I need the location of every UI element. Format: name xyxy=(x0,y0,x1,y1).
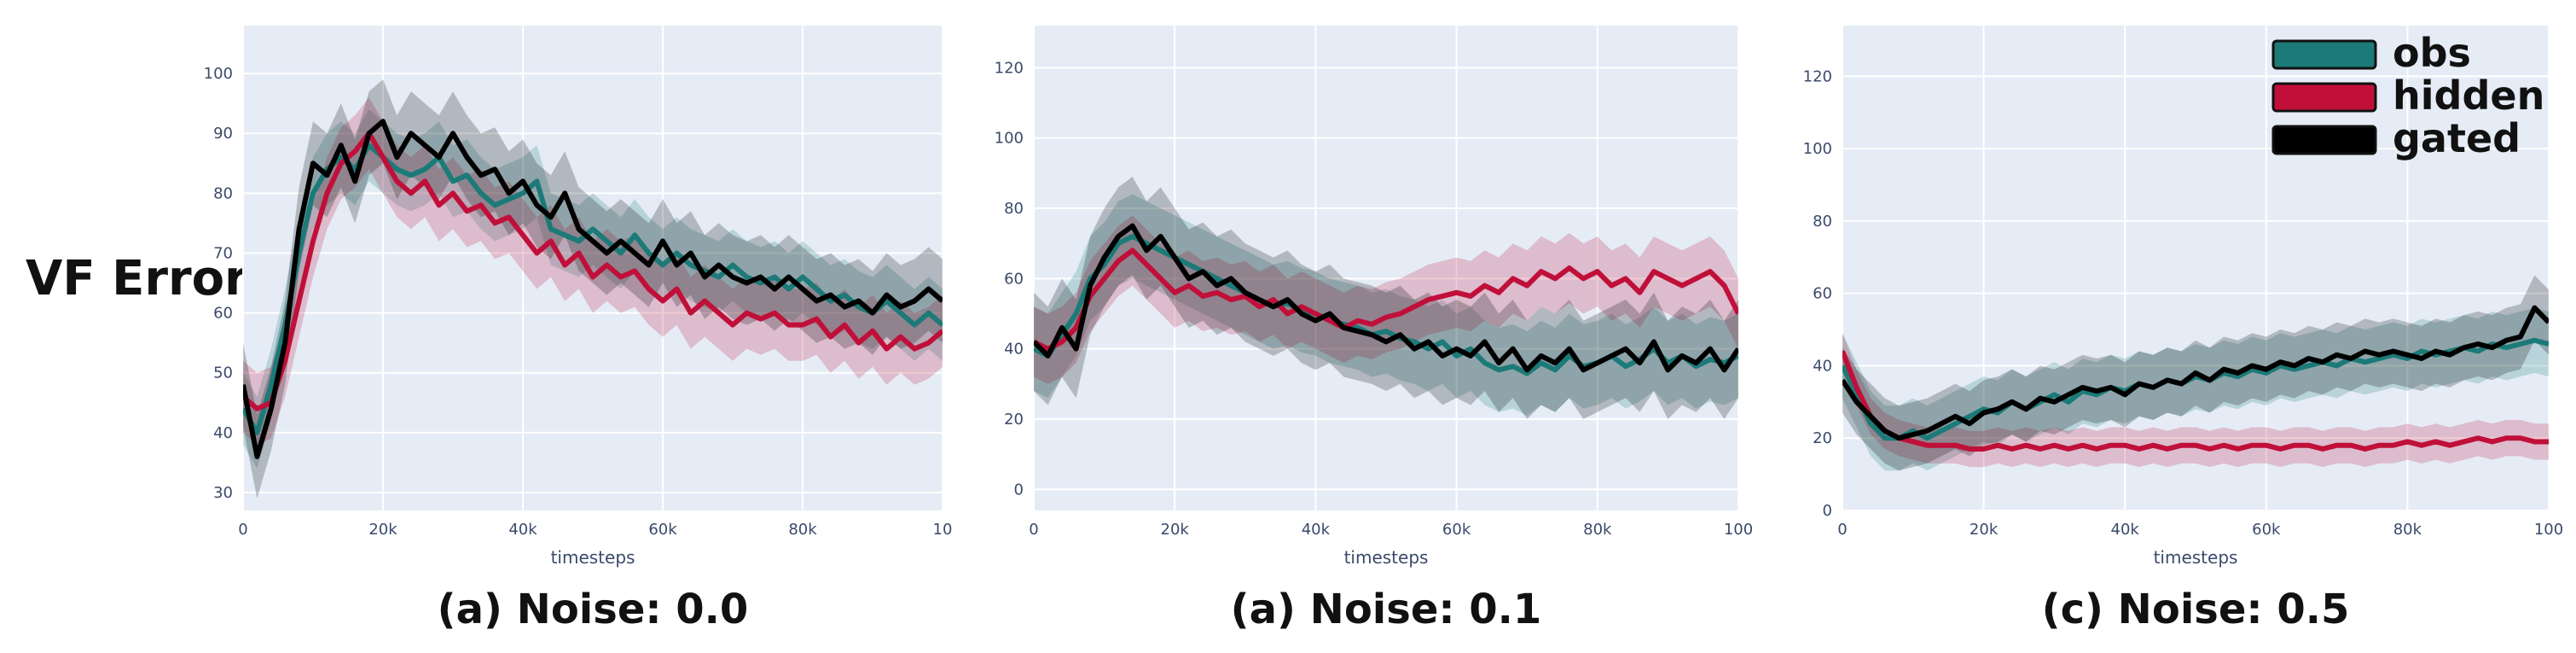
y-tick-label: 90 xyxy=(213,125,233,143)
series-layer xyxy=(1034,176,1738,419)
x-tick-label: 40k xyxy=(2111,521,2140,539)
panels: 30 40 50 60 70 80 90 100 0 20k 40k 60k 80k 10 timestep… xyxy=(204,26,2563,633)
x-tick-label: 20k xyxy=(368,521,397,539)
x-tick-label: 40k xyxy=(508,521,537,539)
band-hidden xyxy=(1034,215,1738,384)
chart-panel-2: 0 20 40 60 80 100 120 0 20k 40k 60k 80k 100 timesteps… xyxy=(995,26,1753,633)
x-tick-label: 60k xyxy=(1442,521,1471,539)
panel-caption: (a) Noise: 0.1 xyxy=(1231,586,1542,633)
y-tick-label: 60 xyxy=(1004,270,1024,288)
line-gated xyxy=(1034,223,1738,373)
plot-area xyxy=(1842,26,2549,510)
x-tick-label: 0 xyxy=(1837,521,1847,539)
legend-swatch xyxy=(2271,39,2377,70)
x-axis-title: timesteps xyxy=(2154,547,2238,568)
x-tick-label: 80k xyxy=(1583,521,1612,539)
x-tick-label: 60k xyxy=(2252,521,2281,539)
x-tick-label: 80k xyxy=(2393,521,2422,539)
legend-swatch xyxy=(2271,125,2377,155)
x-tick-label: 80k xyxy=(788,521,817,539)
x-tick-label: 100 xyxy=(1724,521,1753,539)
line-gated xyxy=(1842,305,2549,441)
x-tick-label: 40k xyxy=(1302,521,1331,539)
y-tick-label: 80 xyxy=(213,184,233,202)
series-layer xyxy=(243,79,943,498)
y-tick-label: 120 xyxy=(1803,67,1832,85)
x-tick-label: 10 xyxy=(933,521,953,539)
y-tick-label: 40 xyxy=(213,424,233,442)
panel-caption: (c) Noise: 0.5 xyxy=(2042,586,2350,633)
y-tick-label: 50 xyxy=(213,364,233,382)
y-tick-label: 30 xyxy=(213,484,233,502)
x-tick-label: 0 xyxy=(238,521,247,539)
y-tick-label: 100 xyxy=(1803,140,1832,158)
x-axis-title: timesteps xyxy=(1344,547,1429,568)
line-hidden xyxy=(1034,248,1738,352)
y-tick-label: 20 xyxy=(1004,411,1024,429)
plot-area xyxy=(243,26,943,510)
y-tick-label: 20 xyxy=(1813,429,1832,447)
chart-panel-1: 30 40 50 60 70 80 90 100 0 20k 40k 60k 80k 10 timestep… xyxy=(204,26,953,633)
legend-item-hidden: hidden xyxy=(2271,73,2544,119)
x-tick-label: 20k xyxy=(1970,521,1999,539)
legend-item-obs: obs xyxy=(2271,30,2471,76)
line-hidden xyxy=(243,131,943,411)
y-tick-label: 80 xyxy=(1813,213,1832,230)
x-tick-label: 60k xyxy=(648,521,677,539)
y-tick-label: 0 xyxy=(1823,502,1832,520)
band-obs xyxy=(1842,307,2549,471)
figure-ylabel: VF Error xyxy=(26,251,248,306)
y-tick-label: 40 xyxy=(1813,357,1832,375)
y-tick-label: 100 xyxy=(995,130,1024,148)
band-obs xyxy=(243,109,943,469)
y-tick-label: 40 xyxy=(1004,341,1024,359)
y-tick-label: 100 xyxy=(204,65,233,83)
y-tick-label: 60 xyxy=(1813,285,1832,303)
legend-label: hidden xyxy=(2393,73,2544,119)
series-layer xyxy=(1842,275,2549,471)
y-tick-label: 70 xyxy=(213,244,233,262)
x-axis-title: timesteps xyxy=(551,547,635,568)
x-tick-label: 100 xyxy=(2534,521,2563,539)
y-tick-label: 120 xyxy=(995,59,1024,77)
line-hidden xyxy=(1842,350,2549,452)
legend-label: gated xyxy=(2393,115,2521,161)
legend-item-gated: gated xyxy=(2271,115,2521,161)
y-tick-label: 80 xyxy=(1004,200,1024,218)
line-gated xyxy=(243,119,943,459)
chart-panel-3: 0 20 40 60 80 100 120 0 20k 40k 60k 80k 100 timesteps… xyxy=(1803,26,2563,633)
panel-caption: (a) Noise: 0.0 xyxy=(438,586,749,633)
legend-swatch xyxy=(2271,82,2377,113)
x-tick-label: 0 xyxy=(1029,521,1038,539)
band-hidden xyxy=(1842,333,2549,468)
x-tick-label: 20k xyxy=(1161,521,1190,539)
y-tick-label: 0 xyxy=(1014,481,1024,498)
legend-label: obs xyxy=(2393,30,2471,76)
y-tick-label: 60 xyxy=(213,305,233,323)
